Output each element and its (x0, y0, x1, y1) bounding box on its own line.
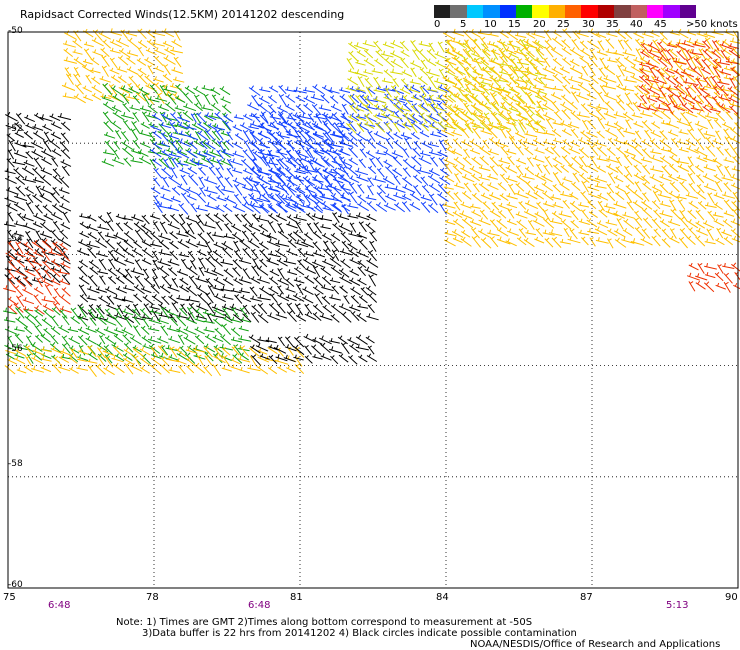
pass-time-label: 5:13 (666, 600, 689, 611)
wind-speed-legend (434, 5, 696, 18)
legend-swatch (630, 5, 647, 18)
legend-swatch (646, 5, 664, 18)
legend-swatch (565, 5, 582, 18)
legend-swatch (532, 5, 549, 18)
legend-swatch (515, 5, 533, 18)
pass-time-label: 6:48 (248, 600, 271, 611)
y-tick-label: -60 (8, 580, 23, 590)
wind-region (2, 306, 252, 365)
wind-region (248, 333, 378, 366)
x-tick-label: 90 (725, 592, 738, 603)
wind-region (345, 38, 548, 134)
wind-region (637, 39, 740, 115)
wind-barb-set (77, 211, 379, 324)
y-tick-label: -56 (8, 344, 23, 354)
wind-barb-set (4, 344, 305, 378)
wind-barb-set (61, 28, 185, 105)
legend-label: 20 (533, 19, 546, 30)
legend-swatch (597, 5, 615, 18)
legend-swatch (663, 5, 680, 18)
y-tick-label: -52 (8, 124, 23, 134)
legend-label: 5 (460, 19, 467, 30)
wind-region (4, 111, 72, 287)
wind-region (3, 239, 72, 315)
legend-swatch (499, 5, 516, 18)
note-line-3: NOAA/NESDIS/Office of Research and Appli… (470, 639, 721, 650)
wind-barb-set (637, 39, 740, 115)
wind-barb-set (441, 28, 740, 249)
legend-label: 10 (484, 19, 497, 30)
legend-swatch (679, 5, 696, 18)
legend-labels: 0 5 10 15 20 25 30 35 40 45 >50 knots (430, 19, 740, 31)
wind-barb-set (3, 239, 72, 315)
wind-barb-set (101, 82, 233, 169)
x-tick-label: 75 (3, 592, 16, 603)
legend-swatch (434, 5, 451, 18)
wind-region (441, 28, 740, 249)
wind-barb-set (345, 38, 548, 134)
note-line-2: 3)Data buffer is 22 hrs from 20141202 4)… (142, 628, 577, 639)
wind-region (77, 211, 379, 324)
wind-region (101, 82, 233, 169)
x-tick-label: 84 (436, 592, 449, 603)
y-tick-label: -54 (8, 234, 23, 244)
legend-swatch (450, 5, 467, 18)
wind-region (4, 344, 305, 378)
note-line-1: Note: 1) Times are GMT 2)Times along bot… (116, 617, 533, 628)
wind-barb-set (246, 84, 451, 215)
x-tick-label: 81 (290, 592, 303, 603)
wind-barb-set (686, 262, 740, 293)
legend-label: 0 (434, 19, 441, 30)
map-title: Rapidsact Corrected Winds(12.5KM) 201412… (20, 8, 345, 21)
wind-region (61, 28, 185, 105)
legend-swatch (614, 5, 631, 18)
legend-label: >50 knots (686, 19, 738, 30)
y-tick-label: -50 (8, 26, 23, 36)
legend-swatch (548, 5, 565, 18)
legend-label: 30 (582, 19, 595, 30)
wind-region (246, 84, 451, 215)
legend-swatch (483, 5, 500, 18)
x-tick-label: 78 (146, 592, 159, 603)
wind-barbs-layer (2, 28, 740, 378)
legend-swatch (466, 5, 484, 18)
legend-label: 35 (606, 19, 619, 30)
legend-label: 45 (654, 19, 667, 30)
pass-time-label: 6:48 (48, 600, 71, 611)
plot-frame (7, 31, 739, 589)
legend-label: 25 (557, 19, 570, 30)
wind-barb-set (248, 333, 378, 366)
y-tick-label: -58 (8, 459, 23, 469)
x-tick-label: 87 (580, 592, 593, 603)
wind-region (686, 262, 740, 293)
legend-label: 15 (508, 19, 521, 30)
legend-label: 40 (630, 19, 643, 30)
wind-barb-set (2, 306, 252, 365)
wind-barb-set (4, 111, 72, 287)
legend-swatch (581, 5, 598, 18)
